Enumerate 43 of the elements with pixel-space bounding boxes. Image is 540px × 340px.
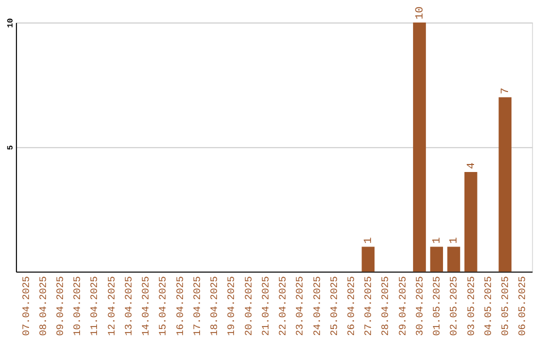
bar [447, 246, 460, 272]
x-tick-label: 11.04.2025 [89, 276, 100, 336]
x-tick-label: 25.04.2025 [328, 276, 340, 336]
data-label: 4 [466, 162, 478, 169]
x-tick-label: 24.04.2025 [312, 276, 323, 336]
x-tick-label: 21.04.2025 [260, 276, 272, 336]
x-tick-label: 06.05.2025 [517, 276, 528, 336]
x-tick-label: 07.04.2025 [20, 276, 32, 336]
bar [498, 97, 512, 272]
bar [464, 172, 478, 272]
x-tick-label: 13.04.2025 [123, 276, 134, 336]
data-label: 1 [432, 236, 444, 244]
x-tick-label: 01.05.2025 [432, 276, 443, 336]
x-tick-label: 30.04.2025 [414, 276, 426, 336]
data-label: 1 [363, 236, 376, 244]
bar [430, 246, 444, 272]
x-tick-label: 12.04.2025 [106, 276, 118, 336]
x-tick-label: 28.04.2025 [380, 276, 392, 336]
x-tick-label: 08.04.2025 [38, 276, 49, 336]
x-tick-label: 09.04.2025 [55, 276, 66, 336]
x-tick-label: 03.05.2025 [466, 276, 477, 336]
x-tick-label: 02.05.2025 [448, 276, 460, 336]
data-label: 7 [500, 88, 512, 94]
x-tick-label: 23.04.2025 [294, 276, 306, 336]
x-tick-label: 19.04.2025 [226, 276, 238, 336]
data-label: 1 [448, 236, 461, 244]
x-tick-label: 22.04.2025 [278, 276, 289, 336]
x-tick-label: 14.04.2025 [140, 276, 152, 336]
x-tick-label: 05.05.2025 [500, 276, 512, 336]
x-tick-label: 29.04.2025 [397, 276, 408, 336]
x-tick-label: 10.04.2025 [72, 276, 84, 336]
bar [413, 22, 426, 272]
x-tick-label: 15.04.2025 [158, 276, 169, 336]
x-tick-label: 16.04.2025 [174, 276, 186, 336]
data-label: 10 [414, 6, 426, 20]
y-tick-label: 5 [6, 144, 16, 150]
x-tick-label: 27.04.2025 [363, 276, 374, 336]
x-tick-label: 18.04.2025 [209, 276, 220, 336]
bar [362, 246, 375, 272]
x-tick-label: 20.04.2025 [243, 276, 254, 336]
x-tick-label: 17.04.2025 [192, 276, 203, 336]
x-tick-label: 26.04.2025 [346, 276, 357, 336]
x-tick-label: 04.05.2025 [482, 276, 494, 336]
